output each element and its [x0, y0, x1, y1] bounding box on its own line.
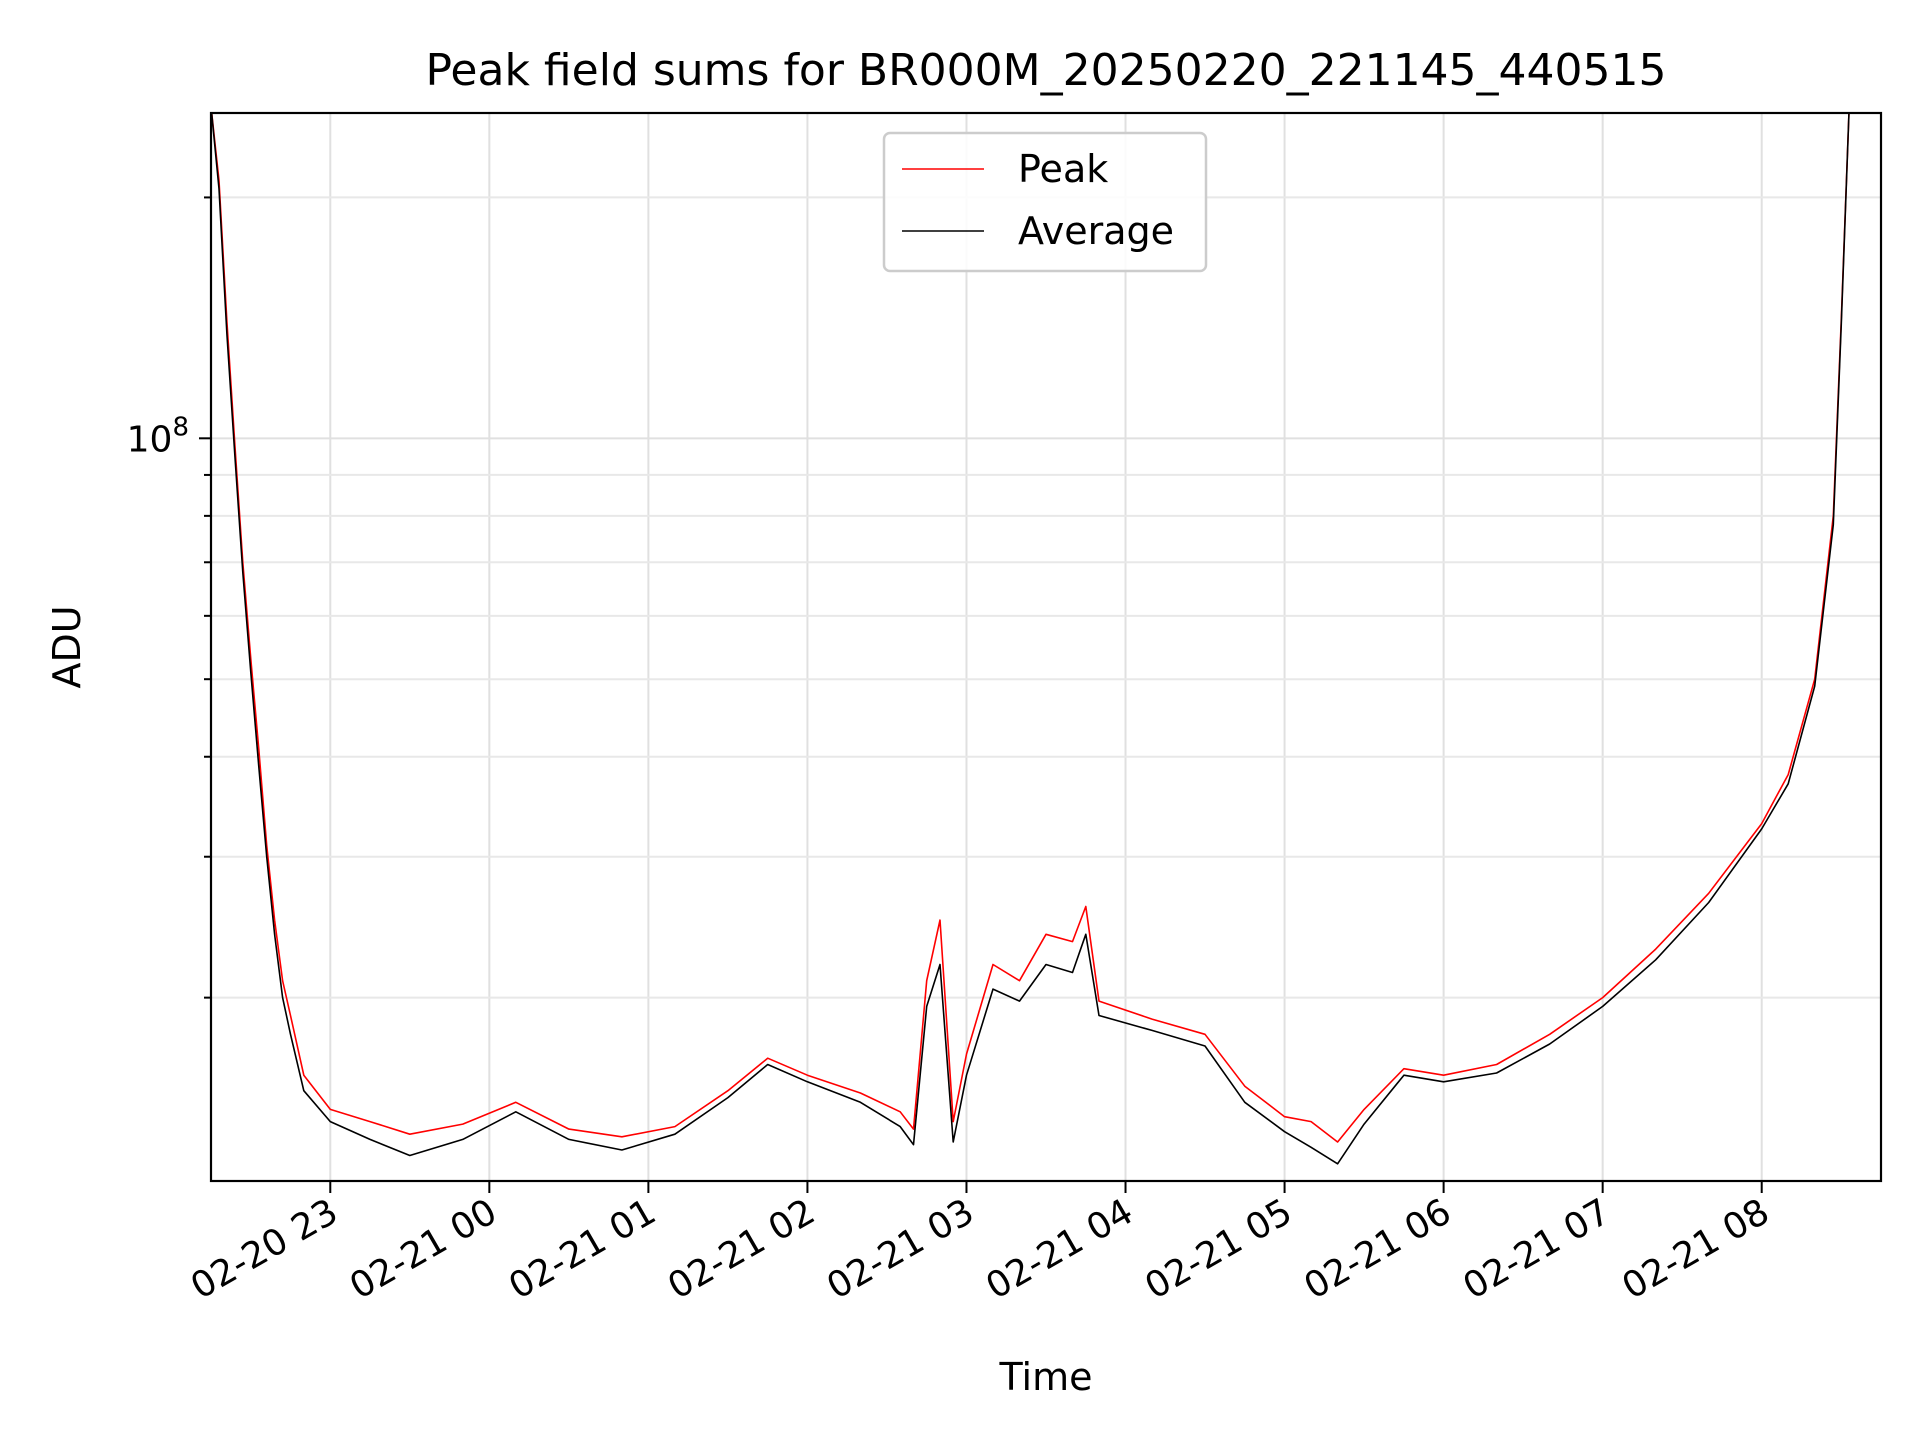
series-line-peak — [211, 113, 1850, 1143]
legend-label-average: Average — [1018, 209, 1174, 253]
series-line-average — [211, 113, 1850, 1165]
x-axis-label: Time — [999, 1355, 1093, 1399]
legend: Peak Average — [882, 131, 1208, 273]
plot-frame — [209, 111, 1883, 1183]
legend-label-peak: Peak — [1018, 147, 1108, 191]
series-layer — [211, 113, 1850, 1165]
y-tick-label: 108 — [127, 412, 189, 460]
legend-box — [882, 131, 1208, 273]
y-axis-label: ADU — [45, 605, 89, 688]
chart-title: Peak field sums for BR000M_20250220_2211… — [425, 45, 1666, 96]
